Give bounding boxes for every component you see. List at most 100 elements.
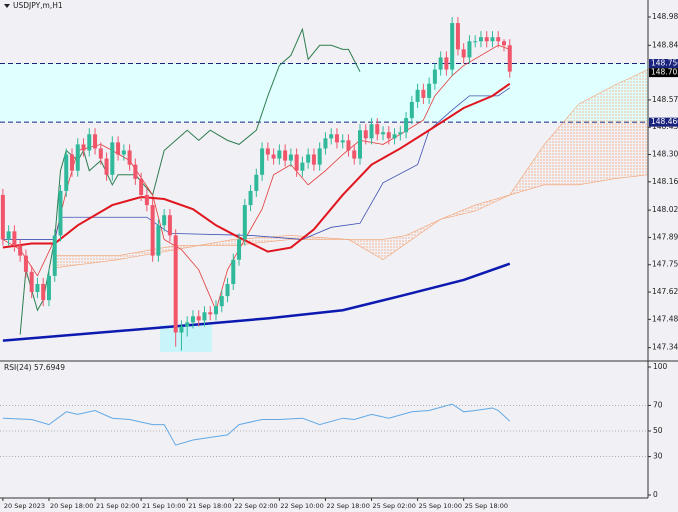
rsi-line bbox=[2, 403, 511, 446]
candle-body bbox=[294, 154, 299, 171]
candle-body bbox=[346, 140, 351, 151]
y-tick-label: 148.300 bbox=[652, 150, 678, 159]
y-tick-label: 148.980 bbox=[652, 12, 678, 21]
candle-body bbox=[496, 37, 501, 42]
candle-body bbox=[352, 150, 357, 159]
x-tick-label: 20 Sep 2023 bbox=[4, 502, 45, 510]
candle-body bbox=[179, 326, 184, 333]
y-tick-label: 147.755 bbox=[652, 260, 678, 269]
x-tick-label: 25 Sep 02:00 bbox=[373, 502, 416, 510]
candle-body bbox=[29, 271, 34, 293]
y-tick-label: 100 bbox=[653, 362, 668, 371]
candle-body bbox=[288, 154, 293, 161]
candle-body bbox=[6, 231, 11, 240]
last-price-box bbox=[649, 68, 678, 78]
candle-body bbox=[202, 312, 207, 321]
candle-body bbox=[300, 162, 305, 171]
candle-body bbox=[12, 231, 17, 246]
candle-body bbox=[58, 190, 63, 236]
candle-body bbox=[41, 283, 46, 301]
y-tick-label: 0 bbox=[653, 490, 658, 499]
candle-body bbox=[392, 134, 397, 139]
candle-body bbox=[507, 45, 512, 72]
candle-body bbox=[46, 275, 51, 301]
y-tick-label: 50 bbox=[653, 426, 663, 435]
cloud bbox=[54, 69, 649, 268]
candle-body bbox=[283, 150, 288, 161]
level-band bbox=[0, 63, 648, 123]
candle-body bbox=[70, 154, 74, 171]
candle-body bbox=[317, 148, 322, 165]
candle-body bbox=[363, 130, 368, 139]
x-tick-label: 22 Sep 02:00 bbox=[234, 502, 277, 510]
candle-body bbox=[127, 150, 132, 165]
y-tick-label: 148.165 bbox=[652, 177, 678, 186]
candle-body bbox=[196, 316, 201, 321]
x-tick-label: 22 Sep 10:00 bbox=[280, 502, 323, 510]
candle-body bbox=[323, 138, 328, 149]
indicator-line bbox=[2, 82, 511, 253]
candle-body bbox=[133, 164, 138, 179]
x-tick-label: 21 Sep 02:00 bbox=[96, 502, 139, 510]
candle-body bbox=[386, 132, 391, 139]
candle-body bbox=[64, 154, 69, 191]
candle-body bbox=[340, 140, 345, 143]
x-tick-label: 21 Sep 10:00 bbox=[142, 502, 185, 510]
candle-body bbox=[421, 89, 426, 98]
candle-body bbox=[139, 178, 144, 195]
candle-body bbox=[185, 322, 190, 327]
indicator-line bbox=[2, 87, 510, 240]
candle-body bbox=[23, 255, 28, 272]
candle-body bbox=[502, 41, 506, 46]
x-tick-label: 25 Sep 10:00 bbox=[419, 502, 462, 510]
candle-body bbox=[375, 124, 380, 135]
candle-body bbox=[219, 296, 224, 307]
candle-body bbox=[311, 154, 316, 165]
candle-body bbox=[231, 259, 236, 284]
rsi-title: RSI(24) 57.6949 bbox=[4, 363, 65, 372]
level-label: 148.750 bbox=[651, 59, 678, 68]
candle-body bbox=[150, 205, 155, 256]
y-tick-label: 148.025 bbox=[652, 205, 678, 214]
level-label-box bbox=[649, 117, 678, 127]
candle-body bbox=[225, 283, 230, 297]
level-label-box bbox=[649, 59, 678, 69]
candle-body bbox=[35, 283, 40, 293]
candle-body bbox=[271, 154, 276, 159]
candle-body bbox=[265, 148, 270, 155]
menu-triangle bbox=[4, 4, 10, 8]
low-zone bbox=[160, 325, 212, 352]
candle-body bbox=[358, 130, 362, 159]
last-price-label: 148.705 bbox=[651, 68, 678, 77]
candle-body bbox=[248, 190, 253, 206]
candle-body bbox=[455, 23, 460, 50]
candle-body bbox=[237, 239, 242, 260]
candle-body bbox=[104, 158, 109, 175]
candle-body bbox=[110, 142, 115, 175]
candle-body bbox=[461, 49, 466, 58]
candle-body bbox=[438, 57, 443, 70]
y-tick-label: 148.840 bbox=[652, 40, 678, 49]
candle-body bbox=[398, 132, 403, 135]
indicator-line bbox=[19, 27, 361, 335]
candle-body bbox=[260, 148, 265, 175]
candle-body bbox=[162, 215, 167, 226]
y-tick-label: 70 bbox=[653, 400, 663, 409]
candle-body bbox=[18, 245, 23, 256]
candle-body bbox=[98, 148, 103, 159]
candle-body bbox=[116, 142, 121, 155]
candle-body bbox=[167, 215, 172, 236]
candle-body bbox=[467, 41, 472, 58]
candle-body bbox=[329, 134, 334, 139]
candle-body bbox=[156, 225, 161, 256]
candle-body bbox=[478, 37, 483, 42]
candle-body bbox=[190, 316, 195, 323]
candle-body bbox=[173, 235, 178, 333]
rsi-panel bbox=[0, 362, 648, 498]
candle-body bbox=[427, 83, 432, 98]
x-tick-label: 20 Sep 18:00 bbox=[50, 502, 93, 510]
y-tick-label: 148.435 bbox=[652, 122, 678, 131]
candle-body bbox=[208, 312, 213, 315]
cloud-span bbox=[54, 174, 649, 256]
